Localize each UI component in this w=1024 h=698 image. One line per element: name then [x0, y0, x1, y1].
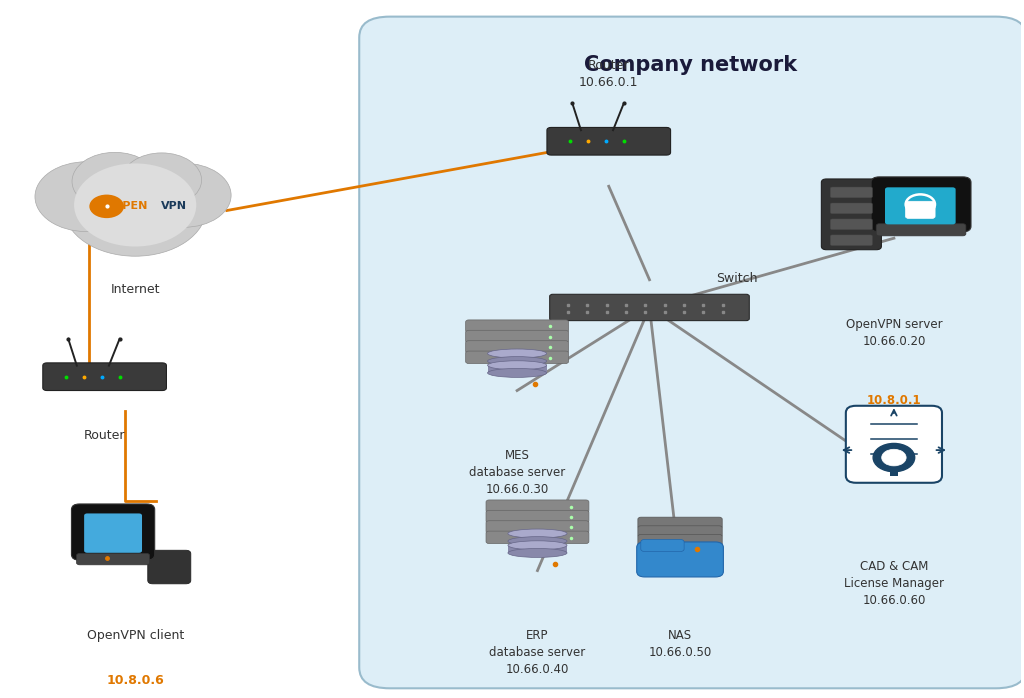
FancyBboxPatch shape	[638, 526, 722, 537]
Circle shape	[72, 152, 158, 211]
FancyBboxPatch shape	[905, 201, 935, 218]
Ellipse shape	[508, 529, 567, 538]
Circle shape	[122, 153, 202, 207]
FancyBboxPatch shape	[486, 521, 589, 533]
FancyBboxPatch shape	[359, 17, 1024, 688]
FancyBboxPatch shape	[638, 517, 722, 528]
FancyBboxPatch shape	[77, 554, 150, 565]
FancyBboxPatch shape	[830, 187, 872, 198]
Circle shape	[35, 162, 137, 232]
Polygon shape	[508, 533, 567, 541]
Ellipse shape	[487, 361, 547, 370]
FancyBboxPatch shape	[871, 177, 971, 232]
Ellipse shape	[508, 537, 567, 546]
Text: 10.8.0.1: 10.8.0.1	[866, 394, 922, 407]
FancyBboxPatch shape	[486, 531, 589, 544]
Circle shape	[63, 159, 207, 256]
Text: MES
database server
10.66.0.30: MES database server 10.66.0.30	[469, 450, 565, 496]
Text: OpenVPN server
10.66.0.20: OpenVPN server 10.66.0.20	[846, 318, 942, 348]
FancyBboxPatch shape	[890, 469, 898, 476]
FancyBboxPatch shape	[43, 363, 167, 390]
Circle shape	[74, 163, 197, 246]
FancyBboxPatch shape	[877, 224, 966, 236]
Text: Switch: Switch	[716, 272, 757, 285]
Text: Internet: Internet	[111, 283, 160, 296]
FancyBboxPatch shape	[466, 320, 568, 332]
FancyBboxPatch shape	[486, 510, 589, 523]
FancyBboxPatch shape	[637, 542, 723, 577]
FancyBboxPatch shape	[84, 514, 142, 553]
Ellipse shape	[487, 357, 547, 366]
Text: Company network: Company network	[584, 55, 797, 75]
FancyBboxPatch shape	[641, 540, 684, 551]
Text: NAS
10.66.0.50: NAS 10.66.0.50	[648, 630, 712, 660]
FancyBboxPatch shape	[147, 550, 190, 584]
Ellipse shape	[508, 541, 567, 550]
FancyBboxPatch shape	[466, 341, 568, 353]
FancyBboxPatch shape	[638, 551, 722, 563]
FancyBboxPatch shape	[830, 203, 872, 214]
Ellipse shape	[487, 349, 547, 358]
FancyBboxPatch shape	[638, 535, 722, 546]
FancyBboxPatch shape	[72, 504, 155, 560]
Text: 10.8.0.6: 10.8.0.6	[106, 674, 164, 688]
FancyBboxPatch shape	[885, 187, 955, 224]
Ellipse shape	[487, 369, 547, 378]
FancyBboxPatch shape	[547, 128, 671, 155]
Text: CAD & CAM
License Manager
10.66.0.60: CAD & CAM License Manager 10.66.0.60	[844, 560, 944, 607]
Circle shape	[89, 195, 124, 218]
Polygon shape	[508, 545, 567, 553]
Polygon shape	[487, 365, 547, 373]
FancyBboxPatch shape	[830, 219, 872, 230]
FancyBboxPatch shape	[486, 500, 589, 512]
Circle shape	[882, 450, 906, 466]
FancyBboxPatch shape	[638, 543, 722, 554]
Circle shape	[137, 163, 231, 228]
Text: ERP
database server
10.66.0.40: ERP database server 10.66.0.40	[489, 630, 586, 676]
Text: VPN: VPN	[161, 201, 186, 211]
FancyBboxPatch shape	[466, 330, 568, 343]
Polygon shape	[487, 353, 547, 361]
Text: OPEN: OPEN	[114, 201, 148, 211]
Text: Router
10.66.0.1: Router 10.66.0.1	[579, 59, 639, 89]
FancyBboxPatch shape	[846, 406, 942, 483]
FancyBboxPatch shape	[821, 179, 882, 250]
FancyBboxPatch shape	[466, 351, 568, 364]
Text: OpenVPN client: OpenVPN client	[87, 630, 183, 642]
Ellipse shape	[508, 549, 567, 558]
FancyBboxPatch shape	[550, 295, 750, 320]
Circle shape	[873, 443, 914, 472]
FancyBboxPatch shape	[830, 235, 872, 246]
Text: Router: Router	[84, 429, 125, 442]
